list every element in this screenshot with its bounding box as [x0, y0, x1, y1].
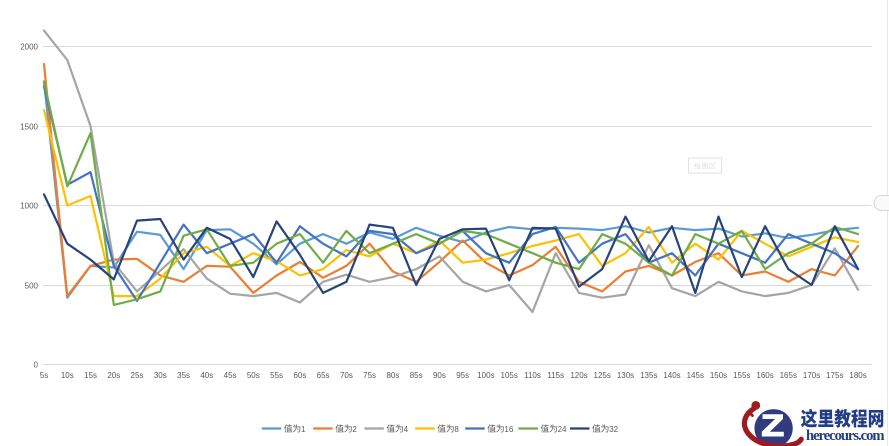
- svg-text:1: 1: [301, 425, 306, 434]
- svg-text:80s: 80s: [386, 371, 399, 380]
- svg-text:32: 32: [609, 425, 618, 434]
- svg-text:500: 500: [25, 281, 39, 290]
- svg-text:15s: 15s: [84, 371, 97, 380]
- svg-text:25s: 25s: [131, 371, 144, 380]
- svg-text:155s: 155s: [733, 371, 750, 380]
- svg-text:140s: 140s: [663, 371, 680, 380]
- svg-text:160s: 160s: [756, 371, 773, 380]
- svg-text:8: 8: [454, 425, 459, 434]
- svg-text:95s: 95s: [456, 371, 469, 380]
- svg-text:70s: 70s: [340, 371, 353, 380]
- svg-text:145s: 145s: [687, 371, 704, 380]
- svg-text:1000: 1000: [20, 201, 38, 210]
- svg-text:24: 24: [558, 425, 567, 434]
- svg-text:16: 16: [504, 425, 513, 434]
- svg-text:0: 0: [34, 360, 39, 369]
- svg-text:5s: 5s: [40, 371, 48, 380]
- svg-text:2000: 2000: [20, 42, 38, 51]
- svg-text:180s: 180s: [849, 371, 866, 380]
- svg-text:1500: 1500: [20, 122, 38, 131]
- svg-text:35s: 35s: [177, 371, 190, 380]
- svg-text:55s: 55s: [270, 371, 283, 380]
- svg-text:120s: 120s: [570, 371, 587, 380]
- svg-text:125s: 125s: [594, 371, 611, 380]
- svg-text:30s: 30s: [154, 371, 167, 380]
- svg-text:105s: 105s: [501, 371, 518, 380]
- svg-text:4: 4: [404, 425, 409, 434]
- svg-text:170s: 170s: [803, 371, 820, 380]
- svg-text:20s: 20s: [107, 371, 120, 380]
- svg-text:50s: 50s: [247, 371, 260, 380]
- svg-text:100s: 100s: [477, 371, 494, 380]
- svg-text:135s: 135s: [640, 371, 657, 380]
- svg-text:85s: 85s: [410, 371, 423, 380]
- svg-text:60s: 60s: [293, 371, 306, 380]
- svg-text:75s: 75s: [363, 371, 376, 380]
- svg-text:115s: 115s: [547, 371, 564, 380]
- svg-text:130s: 130s: [617, 371, 634, 380]
- svg-text:10s: 10s: [61, 371, 74, 380]
- svg-text:90s: 90s: [433, 371, 446, 380]
- svg-text:110s: 110s: [524, 371, 541, 380]
- svg-text:2: 2: [352, 425, 357, 434]
- svg-text:herecours.com: herecours.com: [806, 428, 885, 444]
- svg-text:175s: 175s: [826, 371, 843, 380]
- svg-text:40s: 40s: [200, 371, 213, 380]
- svg-text:45s: 45s: [224, 371, 237, 380]
- svg-text:150s: 150s: [710, 371, 727, 380]
- svg-text:65s: 65s: [317, 371, 330, 380]
- svg-text:165s: 165s: [780, 371, 797, 380]
